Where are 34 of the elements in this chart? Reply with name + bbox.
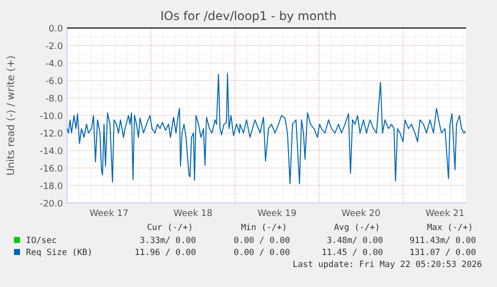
y-tick-label: -10.0	[40, 112, 64, 122]
text: 911.43m/ 0.00	[409, 236, 476, 246]
text: Last update: Fri May 22 05:20:53 2026	[292, 260, 482, 270]
y-tick-label: 0.0	[48, 24, 64, 34]
y-tick-label: -8.0	[45, 94, 64, 104]
chart-title: IOs for /dev/loop1 - by month	[160, 9, 337, 23]
y-tick-label: -14.0	[40, 147, 64, 157]
y-tick-label: -2.0	[45, 42, 64, 52]
x-tick-label: Week 18	[174, 209, 213, 219]
y-axis-title: Units read (-) / write (+)	[6, 55, 17, 176]
x-tick-label: Week 19	[258, 209, 297, 219]
text: 3.48m/ 0.00	[326, 236, 383, 246]
y-tick-label: -4.0	[45, 60, 64, 70]
y-tick-label: -6.0	[45, 77, 64, 87]
text: Avg (-/+)	[334, 223, 380, 233]
y-tick-label: -12.0	[40, 130, 64, 140]
legend-label: IO/sec	[26, 236, 57, 246]
x-tick-label: Week 21	[426, 209, 464, 219]
x-tick-label: Week 20	[342, 209, 381, 219]
x-tick-label: Week 17	[90, 209, 128, 219]
text: Cur (-/+)	[146, 223, 193, 233]
line-series	[66, 73, 466, 184]
text: Min (-/+)	[240, 223, 287, 233]
text: 11.96 / 0.00	[134, 248, 196, 258]
legend-label: Req Size (KB)	[26, 248, 93, 258]
text: 0.00 / 0.00	[234, 248, 290, 258]
y-tick-label: -18.0	[40, 182, 64, 192]
text: Max (-/+)	[426, 223, 473, 233]
text: 3.33m/ 0.00	[140, 236, 196, 246]
text: 11.45 / 0.00	[322, 248, 383, 258]
text: 0.00 / 0.00	[234, 236, 290, 246]
y-tick-label: -20.0	[40, 200, 64, 210]
y-tick-label: -16.0	[40, 164, 64, 174]
text: 131.07 / 0.00	[409, 248, 476, 258]
